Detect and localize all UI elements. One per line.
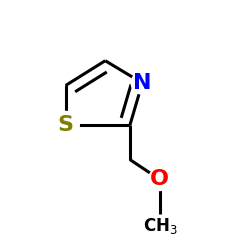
Text: CH$_3$: CH$_3$	[144, 216, 178, 236]
Circle shape	[131, 72, 154, 94]
Circle shape	[148, 168, 171, 190]
Text: O: O	[150, 170, 169, 190]
Text: N: N	[133, 73, 152, 93]
Circle shape	[52, 112, 79, 138]
Text: S: S	[58, 115, 74, 135]
